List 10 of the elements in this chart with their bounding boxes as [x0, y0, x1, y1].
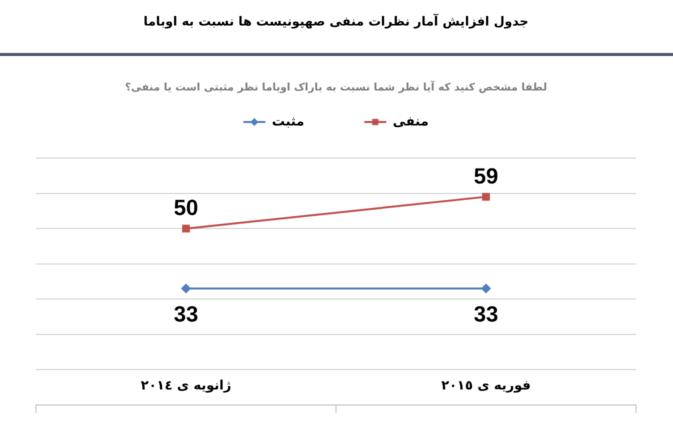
data-label: 33 [174, 302, 198, 327]
data-label: 50 [174, 195, 198, 220]
x-tick-label: ژانویه ی ٢٠١٤ [140, 378, 232, 394]
data-label: 59 [474, 163, 498, 188]
legend-label: مثبت [272, 114, 304, 130]
chart-subtitle: لطفا مشخص کنید که آیا نظر شما نسبت به باراک اوباما نظر مثبتی است یا منفی؟ [124, 80, 548, 94]
chart-title: جدول افزایش آمار نظرات منفی صهیونیست ها نسبت به اوباما [143, 13, 529, 30]
legend-label: منفی [392, 114, 429, 130]
x-tick-label: فوریه ی ٢٠١٥ [441, 378, 531, 394]
data-label: 33 [474, 302, 498, 327]
